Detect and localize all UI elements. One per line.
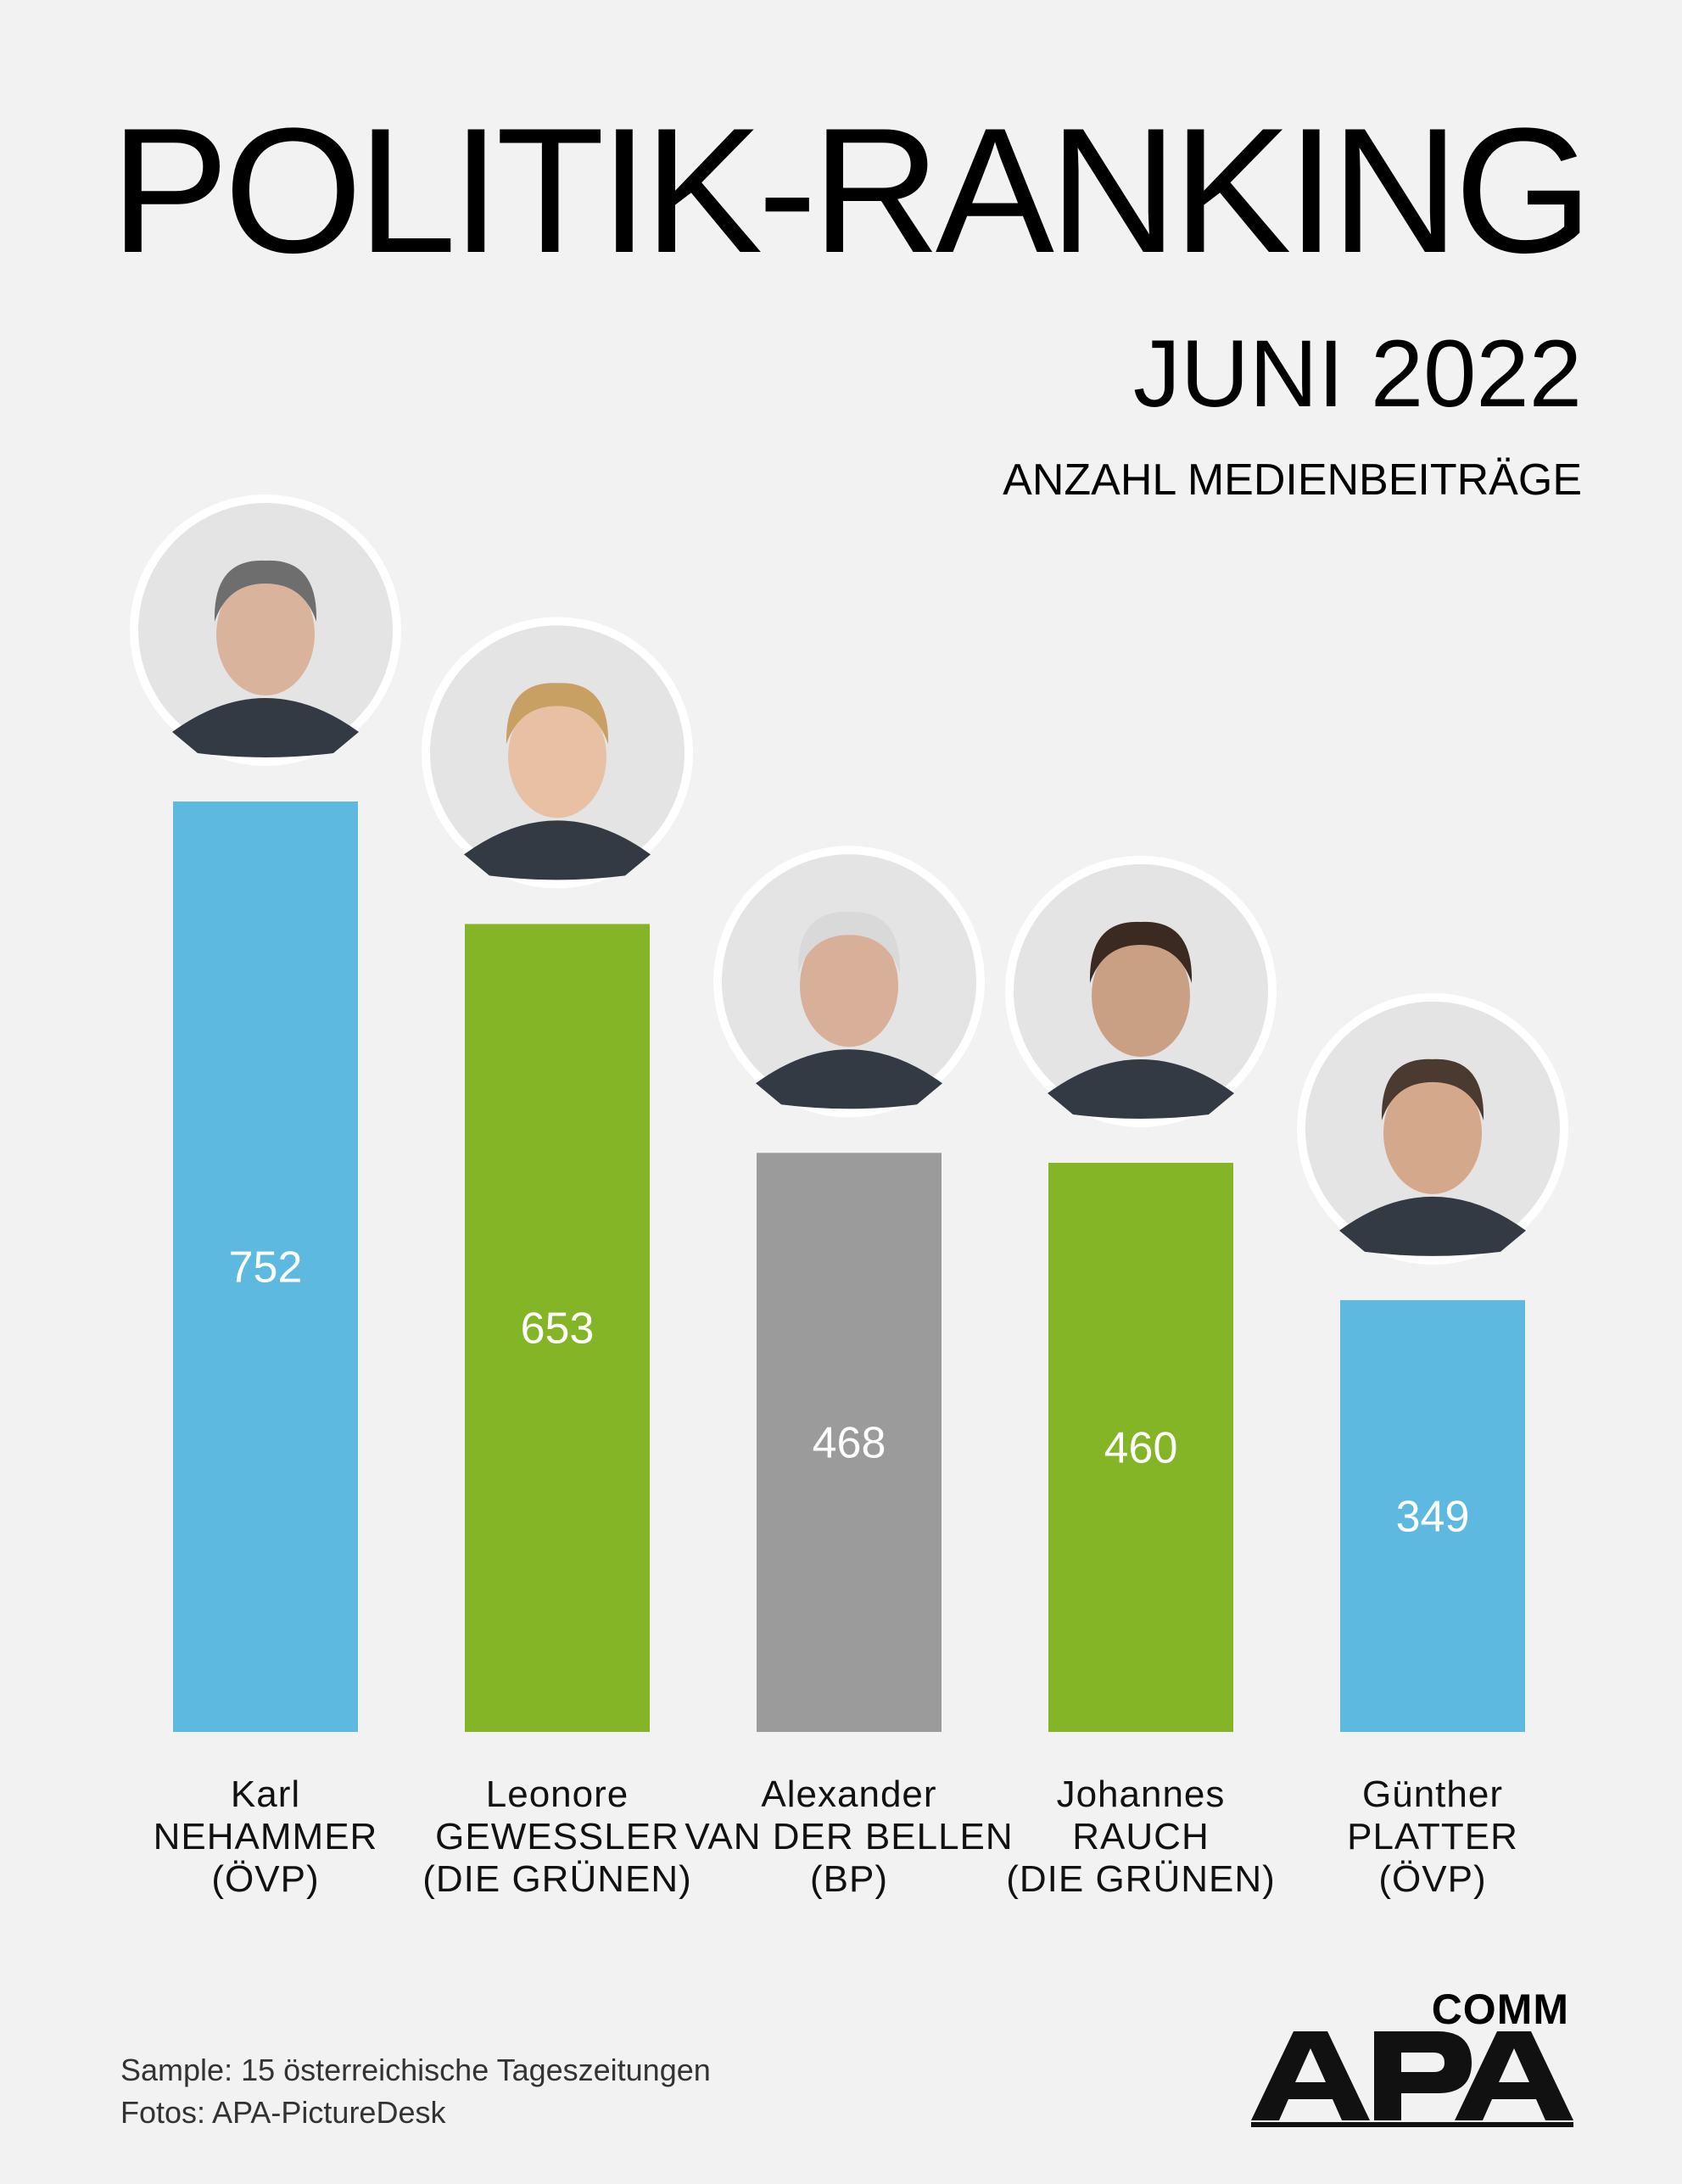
bar: [465, 924, 650, 1732]
bar-label-last-name: GEWESSLER: [435, 1816, 679, 1857]
bar-label-first-name: Karl: [231, 1773, 300, 1815]
portrait-hair: [797, 912, 901, 974]
bar-label-first-name: Johannes: [1057, 1773, 1226, 1815]
bar-value-label: 752: [229, 1243, 303, 1293]
portrait-face: [1092, 934, 1190, 1057]
portrait-shoulders: [172, 698, 359, 757]
portrait-face: [800, 924, 898, 1047]
portrait-hair: [214, 560, 317, 622]
photo-credit: Fotos: APA-PictureDesk: [120, 2095, 446, 2130]
chart-subtitle: JUNI 2022: [1132, 321, 1582, 427]
bar-value-label: 468: [813, 1419, 886, 1468]
bar: [1340, 1299, 1525, 1732]
portrait-face: [216, 573, 315, 695]
bar: [1048, 1162, 1233, 1732]
portrait-shoulders: [464, 820, 651, 880]
bar-label-first-name: Günther: [1362, 1773, 1503, 1815]
portrait-hair: [506, 683, 609, 745]
logo-comm-text: COMM: [1431, 1986, 1569, 2033]
bar-label-party: (DIE GRÜNEN): [422, 1858, 692, 1900]
bar-label-last-name: PLATTER: [1347, 1816, 1518, 1857]
portrait-hair: [1089, 921, 1193, 983]
bar-label-last-name: NEHAMMER: [154, 1816, 378, 1857]
apa-comm-logo: COMM: [1247, 1985, 1578, 2129]
bar: [173, 802, 358, 1732]
portrait-face: [508, 695, 606, 818]
portrait-shoulders: [756, 1049, 942, 1109]
measure-label: ANZAHL MEDIENBEITRÄGE: [1003, 455, 1582, 505]
bar-label-first-name: Leonore: [486, 1773, 629, 1815]
portrait-shoulders: [1048, 1058, 1234, 1119]
portrait-face: [1383, 1071, 1482, 1194]
bar: [757, 1153, 942, 1732]
sample-note: Sample: 15 österreichische Tageszeitunge…: [120, 2053, 711, 2087]
bar-label-first-name: Alexander: [761, 1773, 936, 1815]
bar-label-last-name: VAN DER BELLEN: [685, 1816, 1013, 1857]
portrait-hair: [1381, 1058, 1484, 1120]
bar-label-party: (ÖVP): [1378, 1858, 1486, 1900]
bar-value-label: 653: [521, 1304, 595, 1354]
bar-label-party: (BP): [810, 1858, 888, 1900]
bar-label-party: (DIE GRÜNEN): [1006, 1858, 1276, 1900]
bar-label-party: (ÖVP): [211, 1858, 319, 1900]
chart-title: POLITIK-RANKING: [110, 91, 1593, 290]
portrait-shoulders: [1339, 1196, 1526, 1256]
bar-value-label: 460: [1104, 1423, 1178, 1472]
apa-logo-mark: [1251, 2031, 1573, 2127]
bar-label-last-name: RAUCH: [1072, 1816, 1209, 1857]
bar-value-label: 349: [1396, 1492, 1470, 1541]
